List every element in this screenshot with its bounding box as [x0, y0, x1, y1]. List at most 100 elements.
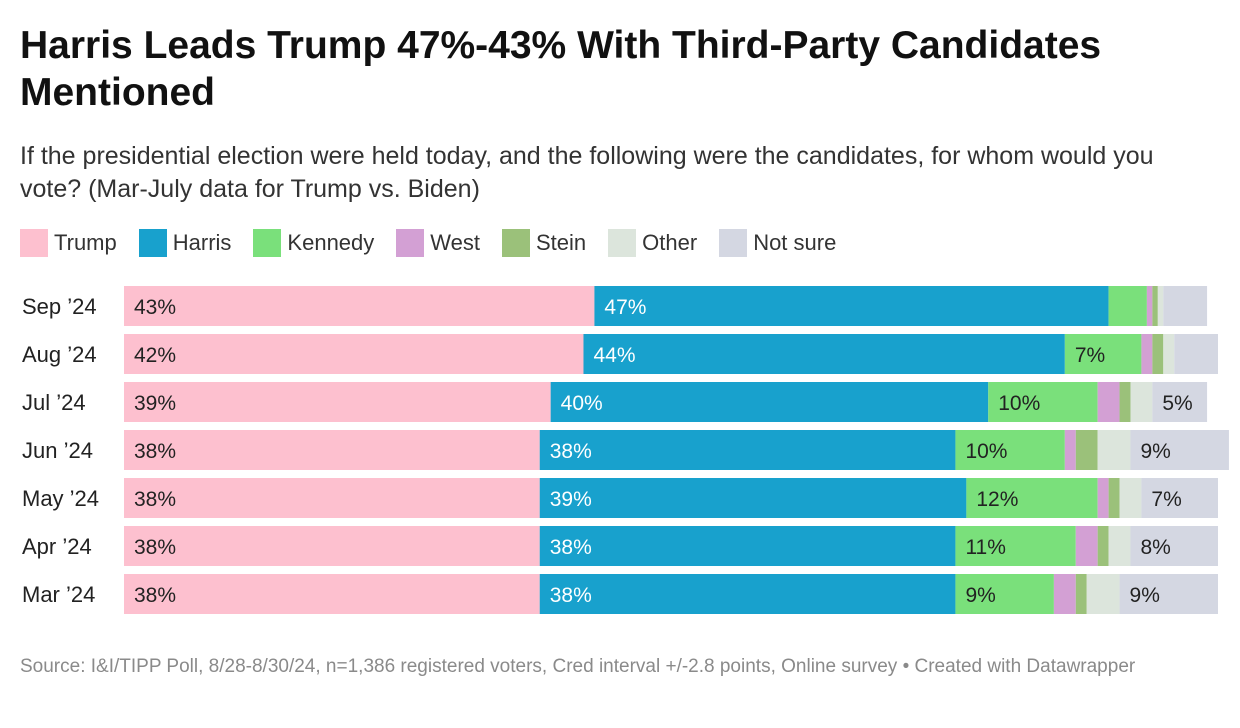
bar-not-sure-jun-24 — [1130, 430, 1229, 470]
legend-swatch-harris — [138, 229, 167, 257]
bar-kennedy-jul-24 — [988, 382, 1098, 422]
bar-kennedy-may-24 — [966, 478, 1098, 518]
bar-west-jul-24 — [1097, 382, 1120, 422]
legend-label-west: West — [430, 230, 480, 255]
stacked-bar-chart: Sep ’24 43% 47% Aug ’24 42% 44% 7% Jul ’24 39% 40… — [0, 280, 1240, 625]
bar-stein-jun-24 — [1075, 430, 1098, 470]
bar-other-sep-24 — [1157, 286, 1164, 326]
legend-label-stein: Stein — [536, 230, 587, 255]
chart-title: Harris Leads Trump 47%-43% With Third-Pa… — [20, 24, 1102, 114]
data-label-harris-apr-24: 38% — [550, 536, 592, 559]
bar-not-sure-jul-24 — [1152, 382, 1208, 422]
bar-other-may-24 — [1119, 478, 1142, 518]
bar-other-aug-24 — [1163, 334, 1175, 374]
legend: Trump Harris Kennedy West Stein Other No… — [20, 229, 858, 257]
legend-label-kennedy: Kennedy — [287, 230, 375, 255]
legend-item-not-sure: Not sure — [719, 229, 836, 257]
data-label-kennedy-may-24: 12% — [976, 488, 1018, 511]
data-label-kennedy-aug-24: 7% — [1075, 344, 1105, 367]
category-label-apr-24: Apr ’24 — [22, 534, 92, 559]
legend-swatch-not-sure — [719, 229, 748, 257]
data-label-trump-mar-24: 38% — [134, 584, 176, 607]
data-label-not-sure-mar-24: 9% — [1130, 584, 1160, 607]
legend-item-stein: Stein — [502, 229, 586, 257]
bar-harris-may-24 — [539, 478, 967, 518]
bar-trump-aug-24 — [124, 334, 584, 374]
bar-stein-sep-24 — [1152, 286, 1158, 326]
category-label-jun-24: Jun ’24 — [22, 438, 93, 463]
data-label-harris-sep-24: 47% — [604, 296, 646, 319]
bar-harris-jul-24 — [550, 382, 989, 422]
data-label-harris-may-24: 39% — [550, 488, 592, 511]
source-note: Source: I&I/TIPP Poll, 8/28-8/30/24, n=1… — [20, 656, 1136, 677]
bar-other-jul-24 — [1130, 382, 1153, 422]
data-label-trump-jul-24: 39% — [134, 392, 176, 415]
legend-item-kennedy: Kennedy — [253, 229, 374, 257]
bar-not-sure-apr-24 — [1130, 526, 1218, 566]
data-label-trump-may-24: 38% — [134, 488, 176, 511]
data-label-not-sure-may-24: 7% — [1151, 488, 1181, 511]
bar-not-sure-aug-24 — [1174, 334, 1218, 374]
bar-trump-may-24 — [124, 478, 540, 518]
bar-stein-jul-24 — [1119, 382, 1131, 422]
data-label-trump-aug-24: 42% — [134, 344, 176, 367]
data-label-kennedy-jul-24: 10% — [998, 392, 1040, 415]
category-label-sep-24: Sep ’24 — [22, 294, 97, 319]
legend-item-other: Other — [608, 229, 697, 257]
bar-other-jun-24 — [1097, 430, 1131, 470]
bar-harris-mar-24 — [539, 574, 956, 614]
data-label-trump-apr-24: 38% — [134, 536, 176, 559]
legend-label-not-sure: Not sure — [753, 230, 837, 255]
bar-other-mar-24 — [1086, 574, 1120, 614]
data-label-kennedy-mar-24: 9% — [965, 584, 995, 607]
bar-trump-jul-24 — [124, 382, 551, 422]
bar-stein-apr-24 — [1097, 526, 1109, 566]
legend-swatch-stein — [502, 229, 530, 257]
legend-label-harris: Harris — [172, 230, 232, 255]
data-label-not-sure-jun-24: 9% — [1140, 440, 1170, 463]
bar-trump-jun-24 — [124, 430, 540, 470]
bar-harris-sep-24 — [594, 286, 1109, 326]
bar-kennedy-sep-24 — [1108, 286, 1147, 326]
data-label-kennedy-apr-24: 11% — [965, 536, 1005, 559]
chart-svg: Sep ’24 43% 47% Aug ’24 42% 44% 7% Jul ’24 39% 40… — [22, 286, 1229, 614]
bar-west-mar-24 — [1053, 574, 1076, 614]
bar-kennedy-jun-24 — [955, 430, 1065, 470]
bar-west-aug-24 — [1141, 334, 1153, 374]
bar-stein-may-24 — [1108, 478, 1120, 518]
category-label-mar-24: Mar ’24 — [22, 582, 95, 607]
legend-label-other: Other — [642, 230, 698, 255]
legend-item-trump: Trump — [20, 229, 117, 257]
bar-kennedy-mar-24 — [955, 574, 1054, 614]
bar-kennedy-apr-24 — [955, 526, 1076, 566]
legend-swatch-west — [396, 229, 425, 257]
bar-not-sure-mar-24 — [1119, 574, 1218, 614]
category-label-aug-24: Aug ’24 — [22, 342, 97, 367]
category-label-jul-24: Jul ’24 — [22, 390, 86, 415]
data-label-harris-mar-24: 38% — [550, 584, 592, 607]
bar-west-sep-24 — [1146, 286, 1153, 326]
bar-west-jun-24 — [1064, 430, 1076, 470]
legend-swatch-kennedy — [253, 229, 282, 257]
bar-stein-aug-24 — [1152, 334, 1164, 374]
data-label-kennedy-jun-24: 10% — [965, 440, 1007, 463]
bar-not-sure-sep-24 — [1163, 286, 1208, 326]
data-label-harris-jun-24: 38% — [550, 440, 592, 463]
legend-swatch-trump — [20, 229, 48, 257]
bar-trump-apr-24 — [124, 526, 540, 566]
bar-harris-jun-24 — [539, 430, 956, 470]
legend-swatch-other — [608, 229, 637, 257]
legend-item-west: West — [396, 229, 480, 257]
data-label-not-sure-jul-24: 5% — [1162, 392, 1192, 415]
bar-west-may-24 — [1097, 478, 1109, 518]
legend-item-harris: Harris — [138, 229, 232, 257]
bar-not-sure-may-24 — [1141, 478, 1218, 518]
bar-harris-aug-24 — [583, 334, 1065, 374]
legend-label-trump: Trump — [54, 230, 117, 255]
bar-kennedy-aug-24 — [1064, 334, 1142, 374]
category-label-may-24: May ’24 — [22, 486, 99, 511]
bar-west-apr-24 — [1075, 526, 1098, 566]
data-label-trump-sep-24: 43% — [134, 296, 176, 319]
bar-trump-mar-24 — [124, 574, 540, 614]
bar-trump-sep-24 — [124, 286, 595, 326]
